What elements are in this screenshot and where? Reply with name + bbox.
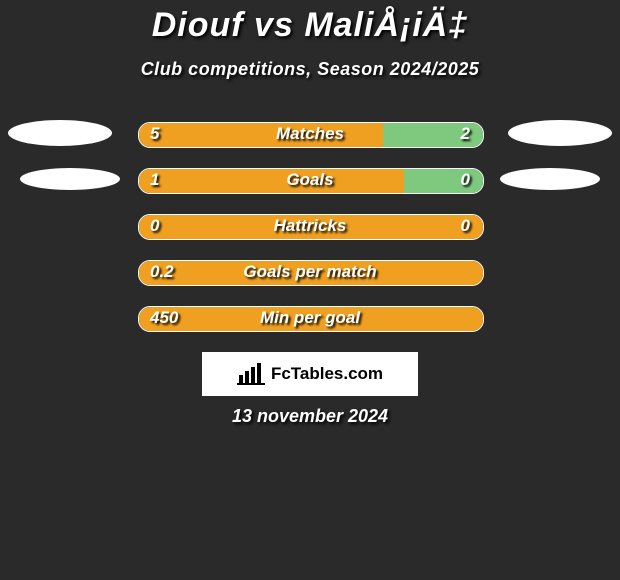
stat-bar-right <box>383 123 483 147</box>
page-title: Diouf vs MaliÅ¡iÄ‡ <box>0 0 620 45</box>
stat-rows: Matches52Goals10Hattricks00Goals per mat… <box>0 110 620 340</box>
stat-bar <box>138 168 484 194</box>
fctables-link[interactable]: FcTables.com <box>202 352 418 396</box>
stat-row: Matches52 <box>0 110 620 156</box>
stat-bar-left <box>139 307 483 331</box>
player-right-marker <box>508 120 612 146</box>
stat-bar <box>138 260 484 286</box>
player-left-marker <box>20 168 120 190</box>
stat-bar <box>138 122 484 148</box>
date-label: 13 november 2024 <box>0 406 620 427</box>
subtitle: Club competitions, Season 2024/2025 <box>0 59 620 80</box>
stat-bar-left <box>139 169 404 193</box>
bar-chart-icon <box>237 363 265 385</box>
stat-row: Hattricks00 <box>0 202 620 248</box>
stat-bar-left <box>139 261 483 285</box>
stat-bar-right <box>404 169 483 193</box>
player-left-marker <box>8 120 112 146</box>
stat-row: Goals per match0.2 <box>0 248 620 294</box>
stat-bar <box>138 306 484 332</box>
stat-bar <box>138 214 484 240</box>
comparison-card: Diouf vs MaliÅ¡iÄ‡ Club competitions, Se… <box>0 0 620 580</box>
stat-bar-left <box>139 215 483 239</box>
stat-bar-left <box>139 123 383 147</box>
logo-text: FcTables.com <box>271 364 383 384</box>
stat-row: Min per goal450 <box>0 294 620 340</box>
stat-row: Goals10 <box>0 156 620 202</box>
player-right-marker <box>500 168 600 190</box>
